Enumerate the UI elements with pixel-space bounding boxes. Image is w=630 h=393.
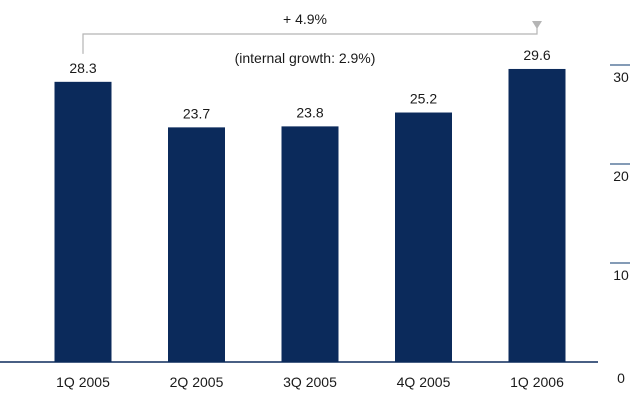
y-tick-label-3: 30	[613, 69, 629, 85]
data-label-2: 23.8	[296, 104, 323, 120]
bar-4	[509, 69, 566, 362]
growth-annotation: + 4.9% (internal growth: 2.9%)	[83, 11, 542, 66]
bar-3	[395, 113, 452, 362]
y-tick-label-1: 10	[613, 267, 629, 283]
bar-0	[55, 82, 112, 362]
growth-arrowhead	[532, 21, 542, 29]
data-label-3: 25.2	[410, 91, 437, 107]
category-label-4: 1Q 2006	[510, 374, 564, 390]
category-label-0: 1Q 2005	[56, 374, 110, 390]
data-label-0: 28.3	[69, 60, 96, 76]
category-label-1: 2Q 2005	[170, 374, 224, 390]
data-label-4: 29.6	[523, 47, 550, 63]
growth-label: + 4.9%	[283, 11, 327, 27]
y-tick-label-2: 20	[613, 168, 629, 184]
bar-2	[282, 126, 339, 362]
bar-1	[168, 127, 225, 362]
category-label-2: 3Q 2005	[283, 374, 337, 390]
internal-growth-label: (internal growth: 2.9%)	[235, 50, 376, 66]
category-label-3: 4Q 2005	[397, 374, 451, 390]
y-axis: 010203040	[610, 0, 630, 386]
data-label-1: 23.7	[183, 105, 210, 121]
y-tick-label-0: 0	[617, 370, 625, 386]
